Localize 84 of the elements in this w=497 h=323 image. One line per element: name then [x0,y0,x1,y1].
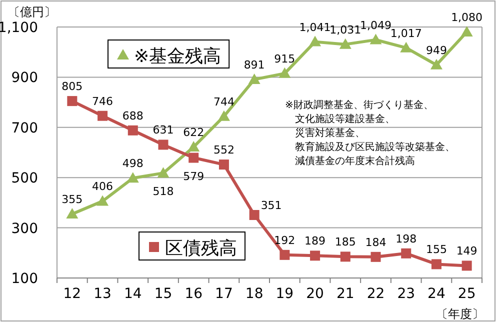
annotation: 文化施設等建設基金、 [295,113,395,125]
annotation: 教育施設及び区民施設等改築基金、 [295,141,455,153]
point [340,252,350,262]
x-tick-label: 25 [458,286,476,302]
data-label: 915 [274,52,296,66]
data-label: 688 [122,109,144,122]
data-label: 579 [183,170,204,183]
point [339,38,352,49]
x-tick-label: 18 [245,286,264,302]
point [462,260,472,271]
y-tick-label: 500 [11,170,38,187]
point [126,172,139,183]
point [278,67,291,78]
data-label: 744 [213,95,234,108]
data-label: 518 [152,185,174,198]
data-label: 949 [426,44,447,57]
x-tick-label: 19 [276,286,294,302]
point [128,125,138,136]
annotation: 減債基金の年度末合計残高 [295,155,415,167]
data-label: 805 [62,80,83,94]
data-label: 1,041 [299,20,331,34]
data-label: 198 [396,232,417,246]
x-tick-label: 16 [184,286,203,302]
data-label: 149 [456,244,478,258]
point [218,110,230,121]
data-label: 1,080 [451,11,483,24]
data-label: 155 [426,243,447,256]
legend-label: 区債残高 [165,238,237,259]
legend-label: ※基金残高 [134,46,222,67]
annotation: 災害対策基金、 [295,127,365,139]
point [401,248,412,258]
point [249,210,260,220]
y-axis-title: 〔億円〕 [8,5,56,19]
data-label: 184 [365,236,386,249]
point [157,167,170,178]
y-tick-label: 700 [11,120,38,136]
data-label: 498 [122,157,144,170]
point [430,58,442,70]
data-label: 1,017 [390,26,422,40]
x-tick-label: 13 [94,286,112,302]
data-label: 185 [334,236,356,249]
point [218,160,229,170]
y-tick-label: 100 [11,271,38,287]
point [400,42,412,52]
point [280,250,290,260]
y-tick-label: 900 [11,70,38,86]
x-tick-label: 23 [397,286,416,302]
data-label: 192 [274,234,296,247]
data-label: 406 [92,180,114,194]
data-label: 189 [304,234,326,248]
point [431,259,442,270]
point [370,34,382,44]
point [96,195,109,206]
x-tick-label: 22 [366,286,385,302]
point [309,36,322,46]
point [188,152,199,163]
data-label: 1,049 [360,18,392,32]
data-label: 746 [92,94,114,108]
data-label: 355 [62,192,83,206]
x-tick-label: 21 [336,286,354,302]
data-label: 351 [260,199,282,212]
x-tick-label: 14 [124,286,142,302]
x-tick-label: 24 [428,286,446,302]
x-tick-label: 15 [154,286,172,302]
data-label: 631 [152,124,174,137]
point [370,252,381,262]
point [67,96,78,106]
x-tick-label: 20 [306,286,324,302]
data-label: 891 [244,58,265,72]
data-label: 622 [183,126,204,139]
point [158,140,168,150]
x-axis-title: 〔年度〕 [436,307,484,321]
point [98,110,108,121]
x-tick-label: 17 [215,286,233,302]
y-tick-label: 300 [11,220,38,237]
data-label: 1,031 [330,23,362,36]
data-label: 552 [213,144,234,157]
point [188,140,200,152]
point [248,73,260,84]
point [460,26,473,37]
point [310,250,320,261]
x-tick-label: 12 [63,286,82,302]
point [66,208,78,218]
annotation: ※財政調整基金、街づくり基金、 [285,99,434,111]
